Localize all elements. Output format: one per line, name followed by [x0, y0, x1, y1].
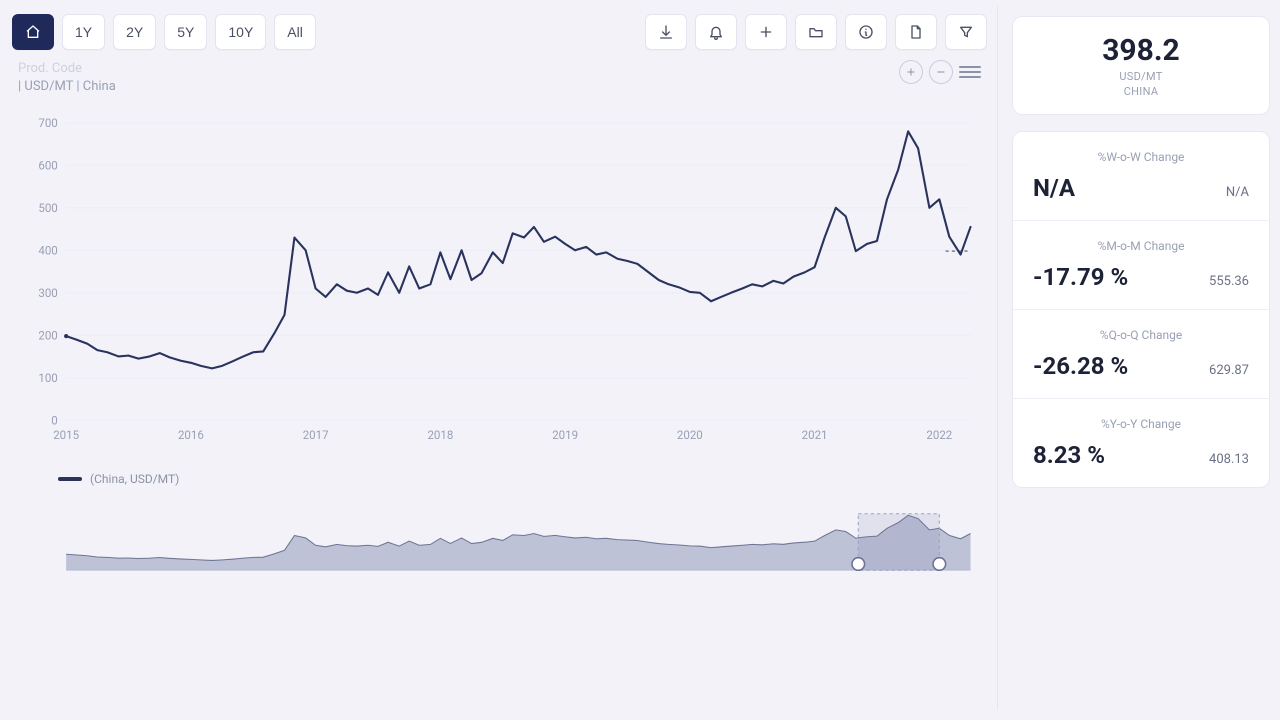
- file-button[interactable]: [895, 14, 937, 50]
- range-button-1y[interactable]: 1Y: [62, 14, 105, 50]
- svg-text:2017: 2017: [303, 428, 329, 442]
- stat-small: 629.87: [1209, 363, 1249, 378]
- line-chart[interactable]: 0 100 200 300 400 500 600 700 2015 2016 2017 2018 20…: [18, 102, 981, 462]
- filter-icon: [958, 24, 974, 40]
- price-value: 398.2: [1031, 33, 1251, 68]
- stat-label: %M-o-M Change: [1033, 239, 1249, 253]
- plus-button[interactable]: [745, 14, 787, 50]
- toolbar: 1Y2Y5Y10YAll: [10, 6, 989, 54]
- info-icon: [858, 24, 874, 40]
- range-button-all[interactable]: All: [274, 14, 316, 50]
- legend-label: (China, USD/MT): [90, 472, 179, 486]
- stat-row: %Y-o-Y Change 8.23 % 408.13: [1013, 398, 1269, 487]
- svg-text:200: 200: [38, 328, 57, 342]
- main-panel: 1Y2Y5Y10YAll Prod. Code | USD/MT | China: [10, 6, 998, 710]
- svg-text:500: 500: [38, 201, 57, 215]
- svg-text:2015: 2015: [53, 428, 79, 442]
- stat-big: -26.28 %: [1033, 352, 1128, 380]
- stat-label: %Y-o-Y Change: [1033, 417, 1249, 431]
- chart-title-line1: Prod. Code: [18, 60, 116, 78]
- chart-title-line2: | USD/MT | China: [18, 78, 116, 96]
- chart-header: Prod. Code | USD/MT | China: [10, 54, 989, 96]
- svg-text:600: 600: [38, 159, 57, 173]
- bell-button[interactable]: [695, 14, 737, 50]
- chart-mini-controls: [899, 60, 981, 84]
- brush-chart[interactable]: [18, 506, 981, 578]
- stat-big: N/A: [1033, 174, 1075, 202]
- stat-row: %M-o-M Change -17.79 % 555.36: [1013, 220, 1269, 309]
- svg-text:700: 700: [38, 116, 57, 130]
- download-button[interactable]: [645, 14, 687, 50]
- svg-text:300: 300: [38, 286, 57, 300]
- stat-small: 408.13: [1209, 452, 1249, 467]
- svg-text:0: 0: [51, 413, 57, 427]
- stat-big: -17.79 %: [1033, 263, 1128, 291]
- svg-text:400: 400: [38, 243, 57, 257]
- stat-small: 555.36: [1209, 274, 1249, 289]
- price-region: CHINA: [1031, 85, 1251, 98]
- stat-label: %Q-o-Q Change: [1033, 328, 1249, 342]
- plus-icon: [758, 24, 774, 40]
- download-icon: [658, 24, 674, 40]
- folder-icon: [808, 24, 824, 40]
- legend-swatch: [58, 477, 82, 481]
- stat-label: %W-o-W Change: [1033, 150, 1249, 164]
- home-icon: [25, 24, 41, 40]
- svg-text:100: 100: [38, 371, 57, 385]
- stats-card: %W-o-W Change N/A N/A %M-o-M Change -17.79 %…: [1012, 131, 1270, 488]
- bell-icon: [708, 24, 724, 40]
- range-button-10y[interactable]: 10Y: [215, 14, 266, 50]
- stat-big: 8.23 %: [1033, 441, 1105, 469]
- folder-button[interactable]: [795, 14, 837, 50]
- range-button-2y[interactable]: 2Y: [113, 14, 156, 50]
- svg-text:2016: 2016: [178, 428, 204, 442]
- chart-legend: (China, USD/MT): [10, 462, 989, 490]
- side-panel: 398.2 USD/MT CHINA %W-o-W Change N/A N/A %M…: [1012, 6, 1270, 710]
- range-button-5y[interactable]: 5Y: [164, 14, 207, 50]
- svg-text:2021: 2021: [802, 428, 828, 442]
- stat-small: N/A: [1226, 185, 1249, 200]
- info-button[interactable]: [845, 14, 887, 50]
- zoom-in-button[interactable]: [899, 60, 923, 84]
- svg-text:2018: 2018: [427, 428, 453, 442]
- file-icon: [908, 24, 924, 40]
- filter-button[interactable]: [945, 14, 987, 50]
- stat-row: %Q-o-Q Change -26.28 % 629.87: [1013, 309, 1269, 398]
- svg-text:2020: 2020: [677, 428, 703, 442]
- price-unit: USD/MT: [1031, 70, 1251, 83]
- zoom-out-button[interactable]: [929, 60, 953, 84]
- home-button[interactable]: [12, 14, 54, 50]
- stat-row: %W-o-W Change N/A N/A: [1013, 132, 1269, 220]
- price-card: 398.2 USD/MT CHINA: [1012, 16, 1270, 115]
- svg-text:2019: 2019: [552, 428, 578, 442]
- svg-text:2022: 2022: [926, 428, 952, 442]
- chart-menu-button[interactable]: [959, 66, 981, 78]
